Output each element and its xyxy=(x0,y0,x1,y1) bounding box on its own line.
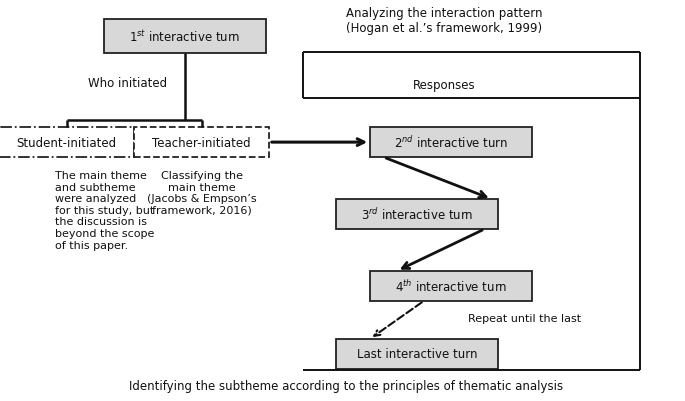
Text: 3$^{rd}$ interactive turn: 3$^{rd}$ interactive turn xyxy=(361,207,473,223)
Text: Responses: Responses xyxy=(413,79,475,91)
FancyBboxPatch shape xyxy=(370,128,532,158)
Text: Repeat until the last: Repeat until the last xyxy=(468,313,581,323)
FancyBboxPatch shape xyxy=(336,339,498,369)
Text: 4$^{th}$ interactive turn: 4$^{th}$ interactive turn xyxy=(395,278,507,294)
FancyBboxPatch shape xyxy=(0,128,134,158)
Text: Teacher-initiated: Teacher-initiated xyxy=(152,136,251,149)
Text: Who initiated: Who initiated xyxy=(88,77,167,89)
Text: 2$^{nd}$ interactive turn: 2$^{nd}$ interactive turn xyxy=(394,135,508,151)
Text: Analyzing the interaction pattern
(Hogan et al.’s framework, 1999): Analyzing the interaction pattern (Hogan… xyxy=(346,7,543,35)
Text: The main theme
and subtheme
were analyzed
for this study, but
the discussion is
: The main theme and subtheme were analyze… xyxy=(55,171,155,250)
Text: Classifying the
main theme
(Jacobs & Empson’s
framework, 2016): Classifying the main theme (Jacobs & Emp… xyxy=(147,171,256,215)
Text: 1$^{st}$ interactive turn: 1$^{st}$ interactive turn xyxy=(129,29,240,45)
Text: Last interactive turn: Last interactive turn xyxy=(357,347,477,360)
FancyBboxPatch shape xyxy=(134,128,269,158)
Text: Identifying the subtheme according to the principles of thematic analysis: Identifying the subtheme according to th… xyxy=(129,379,564,393)
FancyBboxPatch shape xyxy=(336,200,498,229)
FancyBboxPatch shape xyxy=(103,20,266,54)
Text: Student-initiated: Student-initiated xyxy=(16,136,116,149)
FancyBboxPatch shape xyxy=(370,271,532,301)
